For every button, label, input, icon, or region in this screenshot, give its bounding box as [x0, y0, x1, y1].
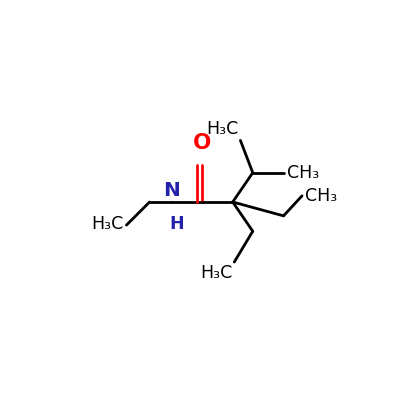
- Text: O: O: [193, 133, 211, 153]
- Text: H₃C: H₃C: [207, 120, 239, 138]
- Text: H₃C: H₃C: [200, 264, 233, 282]
- Text: N: N: [163, 180, 180, 200]
- Text: H₃C: H₃C: [92, 215, 124, 233]
- Text: H: H: [169, 215, 184, 233]
- Text: CH₃: CH₃: [287, 164, 319, 182]
- Text: CH₃: CH₃: [305, 187, 337, 205]
